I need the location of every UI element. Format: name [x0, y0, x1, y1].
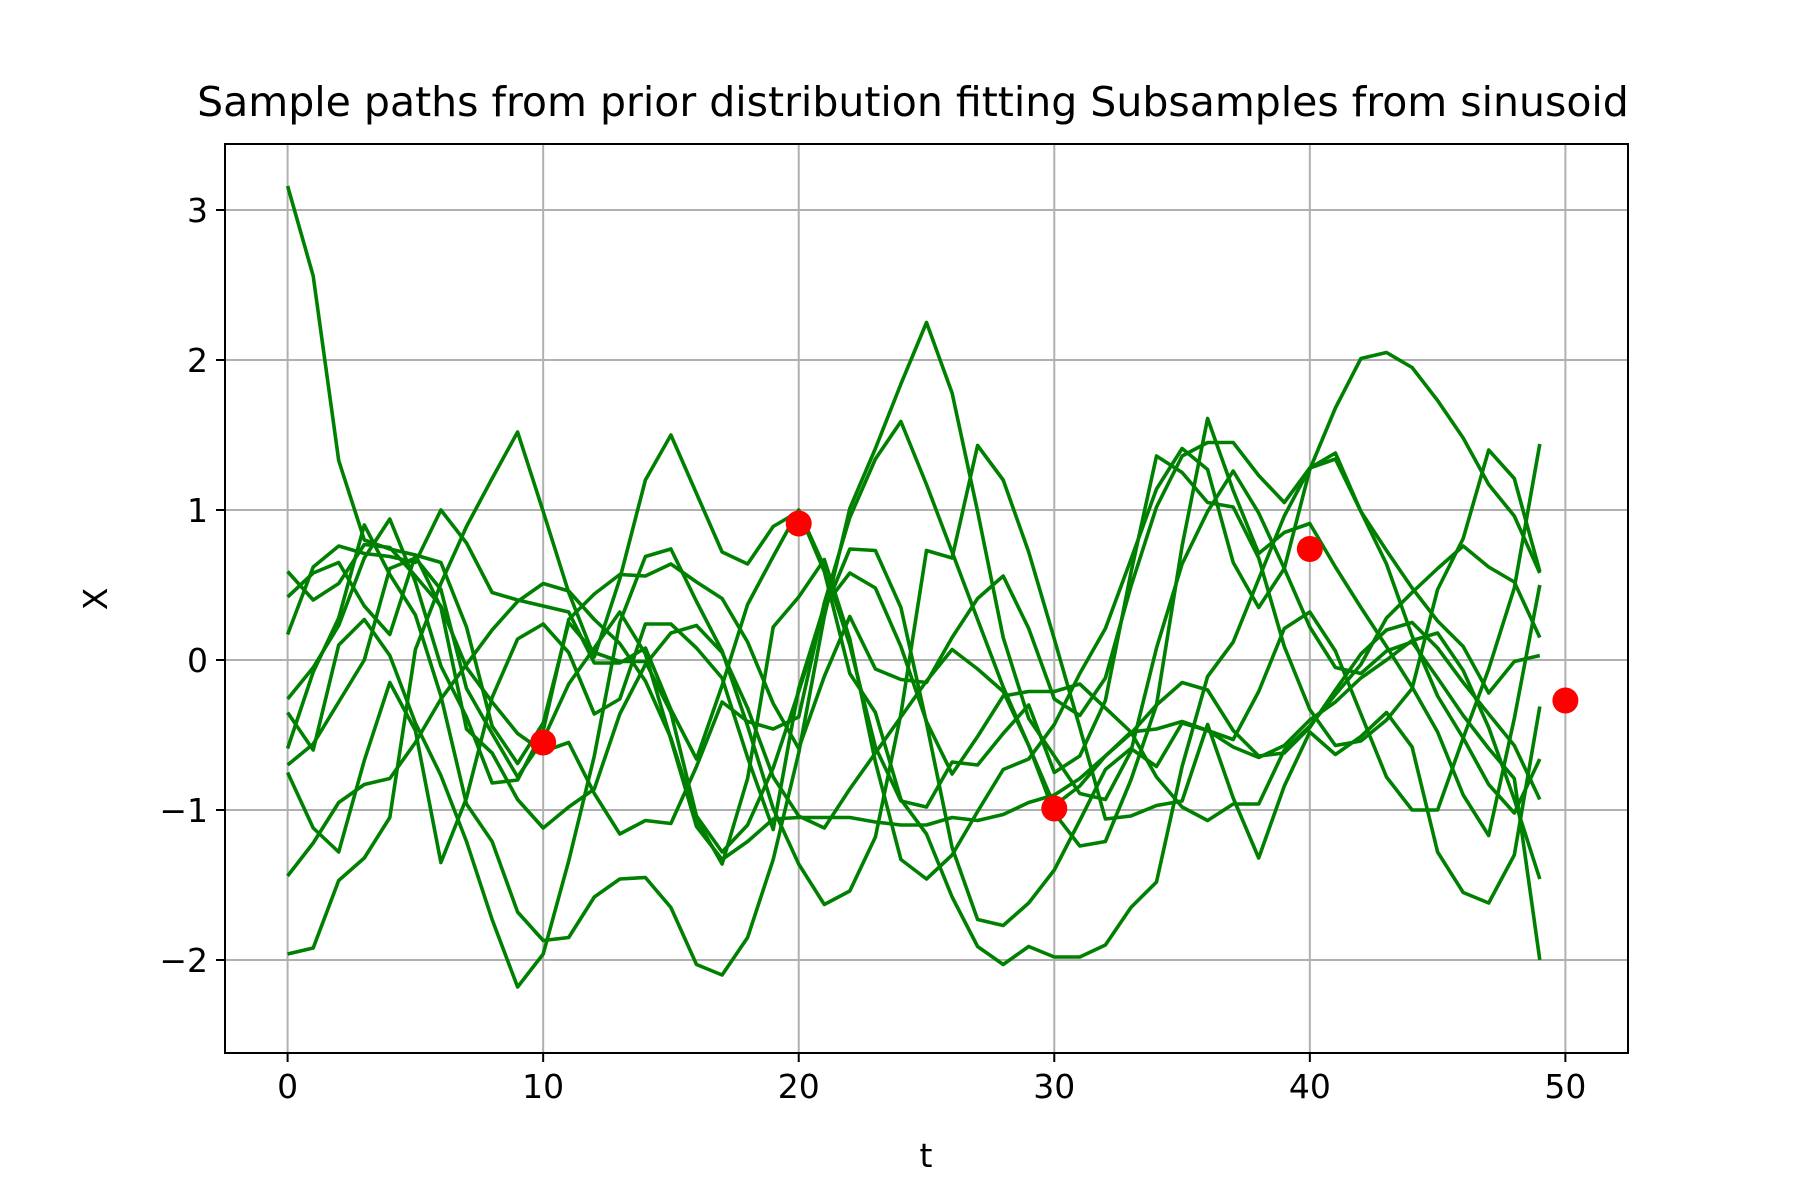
sample-path-line-11 — [286, 416, 1542, 848]
sample-path-line-4 — [286, 556, 1542, 862]
sample-path-line-9 — [287, 430, 1542, 967]
x-axis-label: t — [920, 1136, 933, 1175]
subsample-points — [530, 510, 1579, 822]
subsample-point — [530, 729, 557, 756]
x-tick-label: 50 — [1544, 1067, 1586, 1106]
y-tick-label: −2 — [159, 941, 208, 980]
y-tick-label: 2 — [187, 341, 208, 380]
x-tick-label: 40 — [1289, 1067, 1331, 1106]
sample-path-line-1 — [285, 185, 1542, 880]
x-axis: 0 10 20 30 40 50 — [277, 1053, 1586, 1106]
subsample-point — [785, 510, 812, 537]
sample-path-line-8 — [286, 350, 1542, 881]
y-tick-label: 3 — [187, 191, 208, 230]
sample-paths — [285, 185, 1542, 989]
sample-path-line-3 — [285, 320, 1542, 977]
subsample-point — [1296, 536, 1323, 562]
x-tick-label: 10 — [522, 1067, 564, 1106]
subsample-point — [1041, 795, 1068, 822]
x-tick-label: 20 — [778, 1067, 820, 1106]
x-tick-label: 30 — [1033, 1067, 1075, 1106]
sample-path-line-2 — [286, 443, 1542, 928]
subsample-point — [1552, 687, 1579, 714]
sample-path-line-10 — [286, 443, 1542, 989]
chart-title: Sample paths from prior distribution fit… — [197, 78, 1629, 126]
y-axis: −2 −1 0 1 2 3 — [159, 191, 225, 980]
y-tick-label: −1 — [159, 791, 208, 830]
sample-path-line-7 — [285, 544, 1542, 865]
x-tick-label: 0 — [277, 1067, 298, 1106]
y-axis-label: X — [76, 588, 115, 611]
plot-area-frame — [224, 143, 1629, 1054]
y-tick-label: 0 — [187, 641, 208, 680]
sample-path-line-5 — [285, 448, 1542, 809]
y-tick-label: 1 — [187, 491, 208, 530]
grid — [225, 144, 1628, 1053]
